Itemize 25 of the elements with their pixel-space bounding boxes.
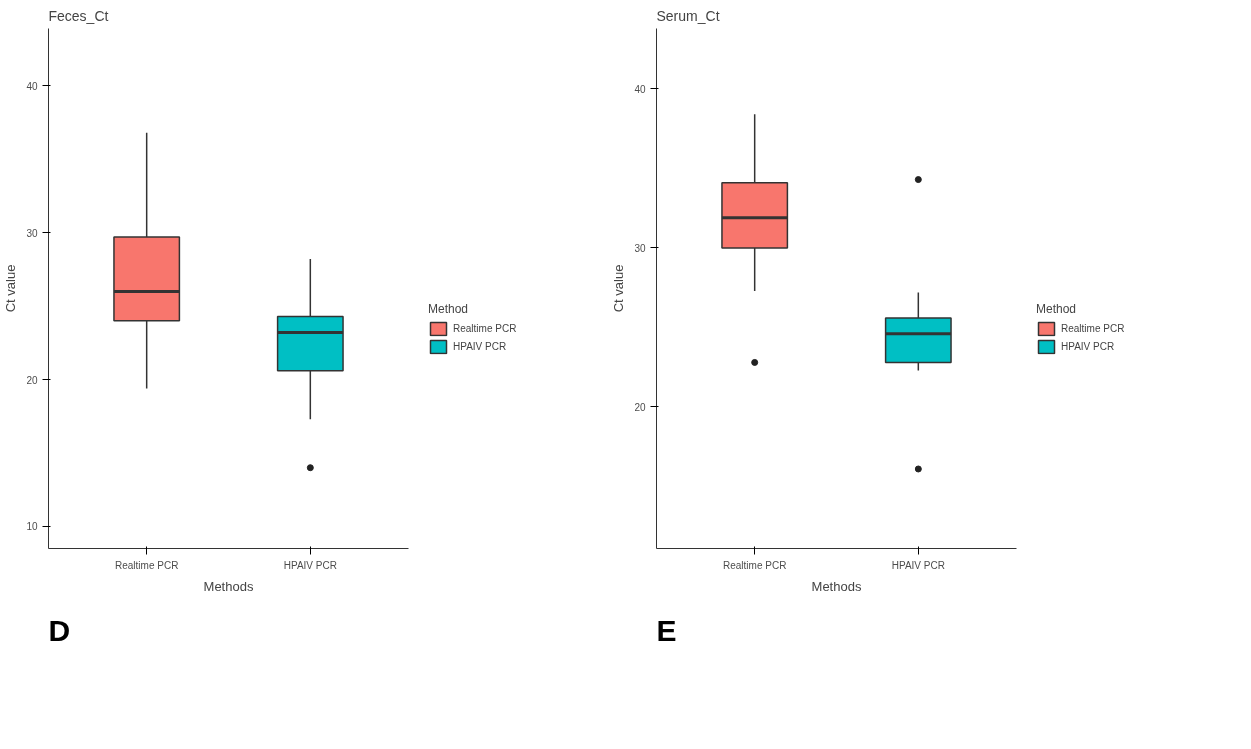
text: E: [656, 613, 677, 647]
x-tick-label: HPAIV PCR: [891, 559, 945, 571]
x-tick-label: HPAIV PCR: [283, 559, 337, 571]
y-tick-label: 30: [634, 242, 646, 254]
x-tick-label: Realtime PCR: [723, 559, 787, 571]
x-axis-title: Methods: [811, 578, 862, 594]
y-tick-label: 40: [634, 83, 646, 95]
text: D: [48, 613, 71, 647]
legend-label: HPAIV PCR: [453, 340, 507, 352]
legend-label: Realtime PCR: [453, 322, 517, 334]
y-axis-title: Ct value: [3, 264, 19, 313]
legend-label: Realtime PCR: [1061, 322, 1125, 334]
y-tick-label: 10: [26, 521, 38, 533]
x-axis-title: Methods: [203, 578, 254, 594]
y-tick-label: 40: [26, 80, 38, 92]
y-tick-label: 20: [634, 401, 646, 413]
y-tick-label: 30: [26, 227, 38, 239]
chart-title: Feces_Ct: [48, 7, 109, 24]
y-tick-label: 20: [26, 374, 38, 386]
x-tick-label: Realtime PCR: [115, 559, 179, 571]
chart-title: Serum_Ct: [656, 7, 720, 24]
legend-label: HPAIV PCR: [1061, 340, 1115, 352]
y-axis-title: Ct value: [611, 264, 627, 313]
legend-title: Method: [1036, 301, 1078, 315]
legend-title: Method: [428, 301, 470, 315]
